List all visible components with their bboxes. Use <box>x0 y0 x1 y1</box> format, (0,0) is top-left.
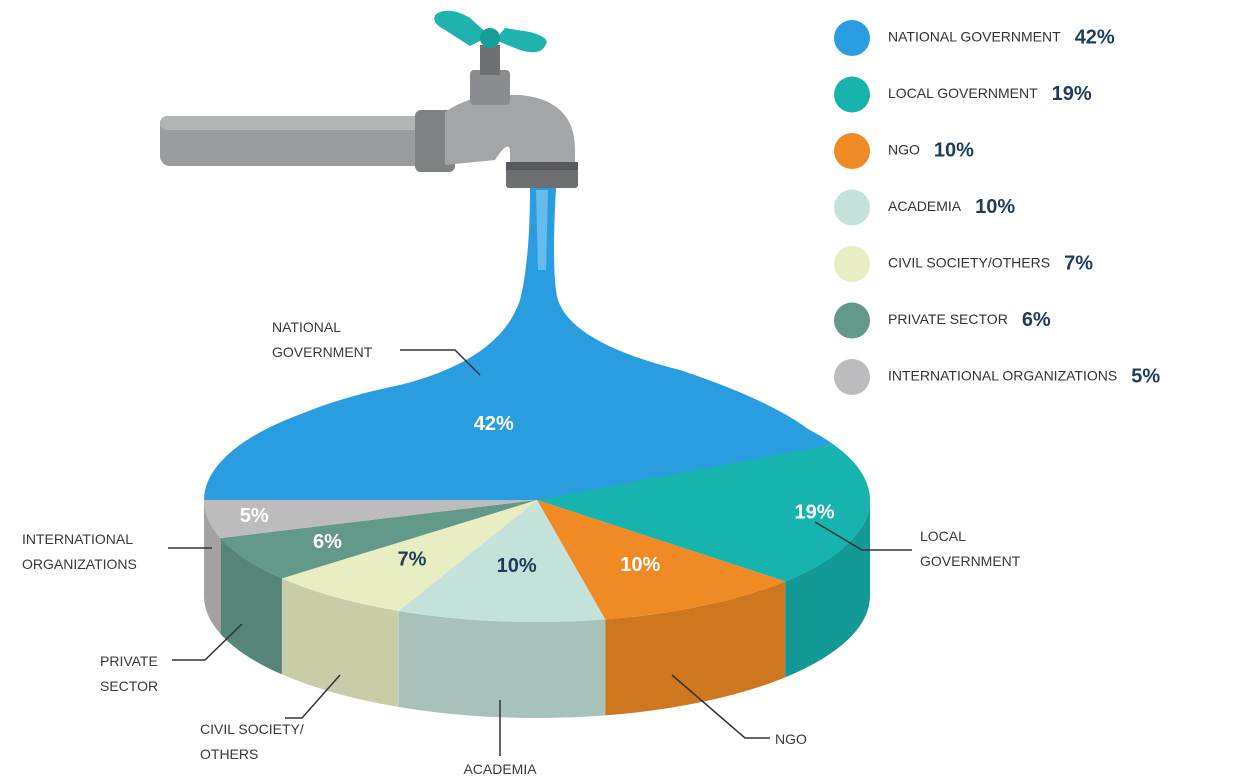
legend-swatch <box>834 20 870 56</box>
callout-line: GOVERNMENT <box>920 553 1021 569</box>
legend-label: INTERNATIONAL ORGANIZATIONS <box>888 368 1117 384</box>
slice-value: 6% <box>313 531 342 553</box>
slice <box>204 500 537 539</box>
callout-label: CIVIL SOCIETY/OTHERS <box>200 721 304 762</box>
callout-label: LOCAL GOVERNMENT <box>920 528 1021 569</box>
slice-value: 19% <box>794 501 834 523</box>
legend-label: CIVIL SOCIETY/OTHERS <box>888 255 1050 271</box>
callout-line: NGO <box>775 731 807 747</box>
slice-side <box>605 581 786 716</box>
legend-value: 6% <box>1022 309 1051 331</box>
legend-label: NGO <box>888 142 920 158</box>
legend-swatch <box>834 359 870 395</box>
callout-line: SECTOR <box>100 678 158 694</box>
water-highlight <box>536 190 548 270</box>
legend-value: 10% <box>934 139 974 161</box>
callout-line: OTHERS <box>200 746 258 762</box>
legend-value: 5% <box>1131 365 1160 387</box>
callout-label: ACADEMIA <box>463 761 537 777</box>
leader-line <box>814 521 912 551</box>
callout-label: NGO <box>775 731 807 747</box>
callout-line: CIVIL SOCIETY/ <box>200 721 304 737</box>
callout-label: NATIONAL GOVERNMENT <box>272 319 373 360</box>
legend-swatch <box>834 189 870 226</box>
leader-line <box>671 674 770 739</box>
slice-value: 7% <box>398 548 427 570</box>
legend-label: NATIONAL GOVERNMENT <box>888 29 1061 45</box>
leader-line <box>400 349 481 376</box>
slice <box>398 500 606 622</box>
legend-value: 7% <box>1064 252 1093 274</box>
callout-label: INTERNATIONAL ORGANIZATIONS <box>22 531 137 572</box>
slice-side <box>204 500 221 635</box>
legend-swatch <box>834 76 870 113</box>
slice <box>220 500 537 579</box>
slice-side <box>220 538 282 675</box>
slice <box>537 444 871 582</box>
slice-side <box>785 500 870 678</box>
slice-value: 5% <box>240 505 269 527</box>
slice-side <box>398 610 606 718</box>
legend-swatch <box>834 133 870 169</box>
leader-line <box>285 674 341 719</box>
slice <box>204 377 833 500</box>
callout-line: NATIONAL <box>272 319 341 335</box>
legend-value: 19% <box>1052 83 1092 105</box>
callout-line: GOVERNMENT <box>272 344 373 360</box>
slice-value: 10% <box>620 554 660 576</box>
faucet <box>160 10 578 188</box>
legend-label: LOCAL GOVERNMENT <box>888 85 1038 101</box>
legend-swatch <box>834 246 870 282</box>
callout-line: LOCAL <box>920 528 966 544</box>
legend-swatch <box>834 302 870 339</box>
slice <box>537 500 786 620</box>
callout-line: INTERNATIONAL <box>22 531 133 547</box>
slice-value: 42% <box>474 413 514 435</box>
legend-label: PRIVATE SECTOR <box>888 311 1008 327</box>
callout-line: ORGANIZATIONS <box>22 556 137 572</box>
legend-label: ACADEMIA <box>888 198 962 214</box>
legend-value: 10% <box>975 196 1015 218</box>
slice-side <box>281 578 399 707</box>
legend-value: 42% <box>1075 26 1115 48</box>
callout-label: PRIVATE SECTOR <box>100 653 158 694</box>
leader-line <box>172 623 243 661</box>
slice <box>281 500 537 611</box>
callout-line: ACADEMIA <box>463 761 537 777</box>
slice-value: 10% <box>497 555 537 577</box>
callout-line: PRIVATE <box>100 653 158 669</box>
